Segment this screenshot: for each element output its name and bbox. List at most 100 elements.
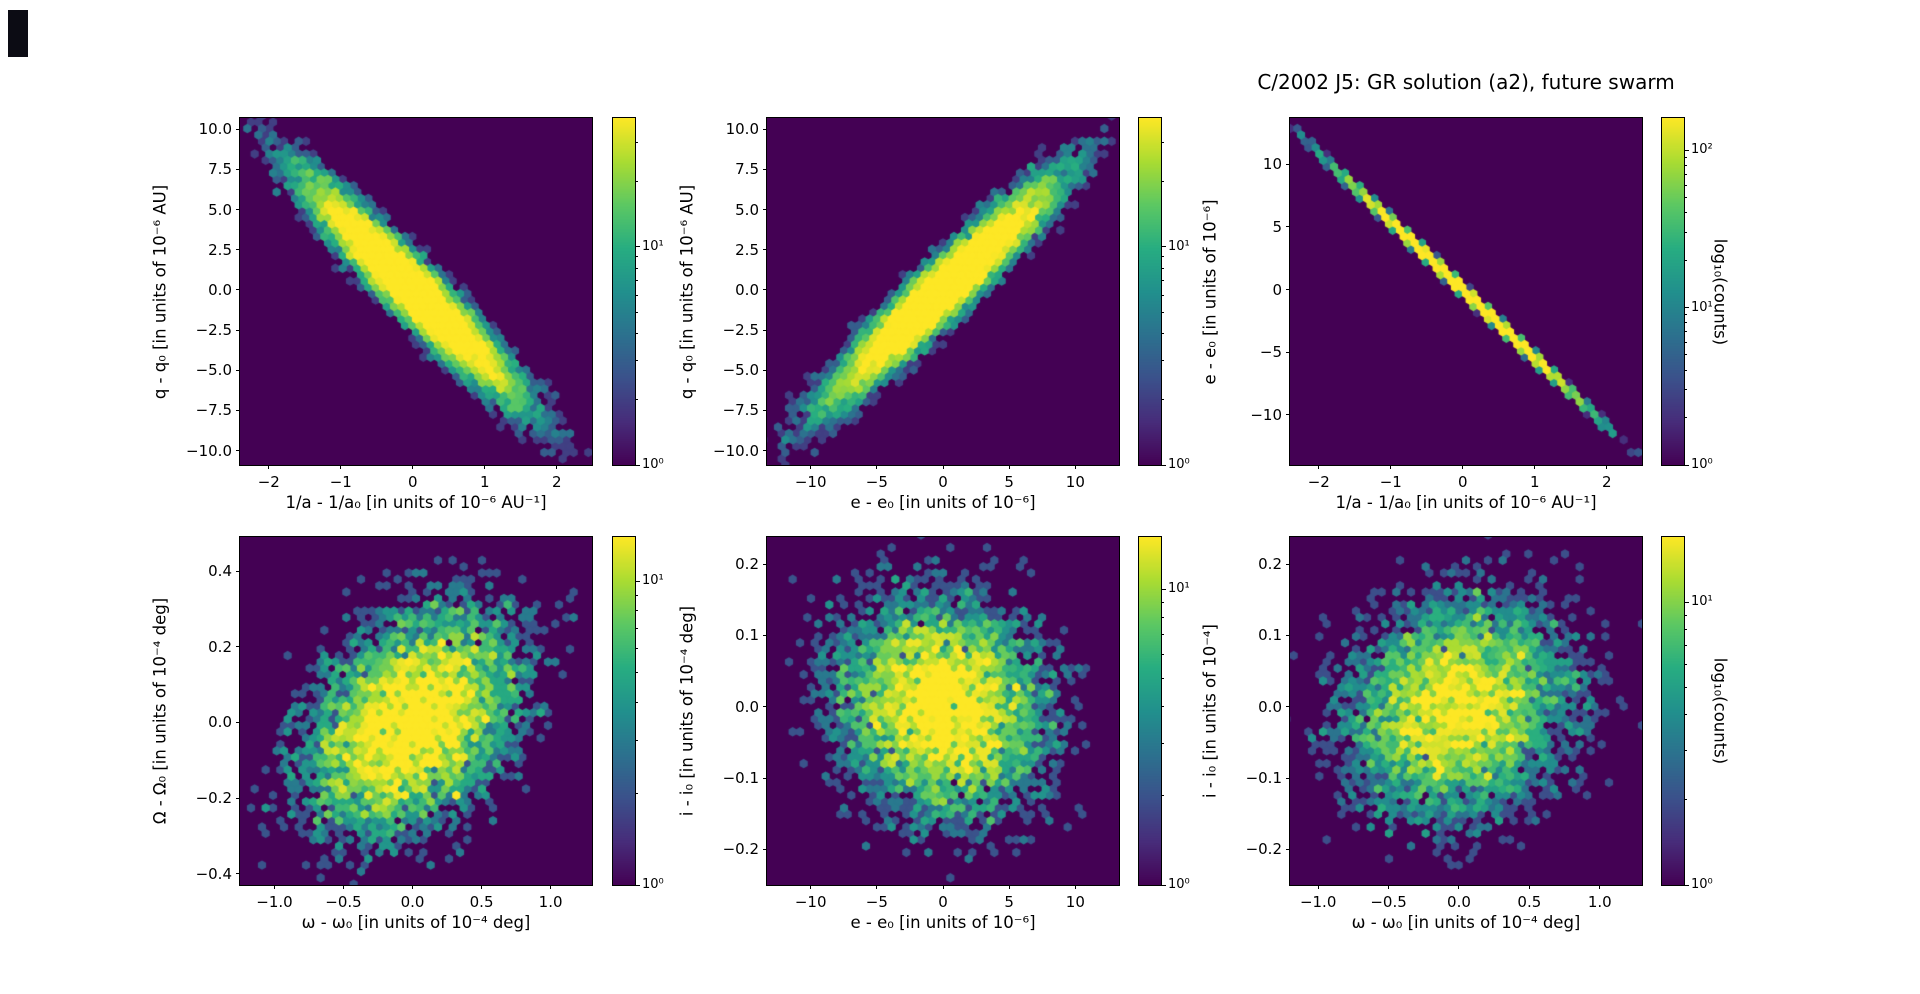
colorbar-minor-tick-mark	[635, 610, 638, 612]
hexbin-plot-Omega_vs_omega	[240, 537, 592, 885]
x-tick-mark	[481, 885, 483, 889]
y-axis-label-q_vs_e: q - q₀ [in units of 10⁻⁶ AU]	[677, 184, 697, 399]
y-tick-label: 10.0	[725, 120, 759, 139]
colorbar-minor-tick-mark	[635, 648, 638, 650]
colorbar-minor-tick-mark	[1684, 341, 1687, 343]
x-tick-label: 2	[1601, 473, 1612, 491]
y-tick-label: −0.2	[195, 789, 232, 807]
x-tick-label: −2	[1307, 473, 1330, 491]
x-tick-mark	[1390, 465, 1392, 469]
y-tick-mark	[763, 369, 767, 371]
y-tick-mark	[236, 570, 240, 572]
y-tick-label: −10.0	[713, 441, 759, 460]
y-tick-mark	[236, 450, 240, 452]
colorbar-minor-tick-mark	[1161, 398, 1164, 400]
x-tick-label: −1	[1379, 473, 1402, 491]
colorbar-minor-tick-mark	[1684, 664, 1687, 666]
x-tick-label: 0	[1457, 473, 1468, 491]
y-tick-mark	[236, 797, 240, 799]
y-tick-mark	[236, 646, 240, 648]
colorbar-minor-tick-mark	[1684, 231, 1687, 233]
x-tick-mark	[412, 465, 414, 469]
y-tick-mark	[236, 168, 240, 170]
y-tick-mark	[763, 168, 767, 170]
y-tick-label: 0.2	[735, 555, 759, 574]
colorbar-minor-tick-mark	[635, 280, 638, 282]
colorbar-minor-tick-mark	[1161, 267, 1164, 269]
x-tick-label: 0.0	[1447, 893, 1471, 911]
y-tick-label: 5	[1272, 217, 1282, 236]
x-axis-label-Omega_vs_omega: ω - ω₀ [in units of 10⁻⁴ deg]	[301, 913, 531, 932]
colorbar-minor-tick-mark	[1684, 331, 1687, 333]
y-tick-mark	[236, 329, 240, 331]
hexbin-plot-i_vs_omega	[1290, 537, 1642, 885]
colorbar-tick-mark	[1684, 464, 1689, 466]
colorbar-minor-tick-mark	[1684, 212, 1687, 214]
colorbar-minor-tick-mark	[1161, 677, 1164, 679]
x-tick-label: −10	[794, 473, 827, 491]
figure-title: C/2002 J5: GR solution (a2), future swar…	[1257, 70, 1675, 94]
colorbar-tick-label: 10¹	[1691, 299, 1713, 315]
colorbar-q_vs_e	[1139, 118, 1161, 465]
colorbar-minor-tick-mark	[635, 672, 638, 674]
y-tick-label: 2.5	[735, 240, 759, 259]
colorbar-minor-tick-mark	[635, 294, 638, 296]
x-tick-mark	[550, 885, 552, 889]
colorbar-minor-tick-mark	[1161, 280, 1164, 282]
colorbar-minor-tick-mark	[1684, 614, 1687, 616]
x-tick-mark	[1462, 465, 1464, 469]
x-tick-label: 0.5	[1517, 893, 1542, 911]
hexbin-plot-q_vs_e	[767, 118, 1119, 465]
colorbar-minor-tick-mark	[1161, 180, 1164, 182]
colorbar-label-e_vs_inva: log₁₀(counts)	[1710, 238, 1730, 345]
y-tick-label: 0.4	[208, 562, 232, 581]
y-tick-label: −0.1	[722, 769, 759, 788]
colorbar-e_vs_inva	[1662, 118, 1684, 465]
colorbar-minor-tick-mark	[1684, 184, 1687, 186]
x-tick-mark	[343, 885, 345, 889]
colorbar-minor-tick-mark	[1684, 369, 1687, 371]
y-tick-label: 10	[1262, 155, 1282, 174]
colorbar-minor-tick-mark	[1684, 714, 1687, 716]
y-tick-mark	[1286, 634, 1290, 636]
colorbar-minor-tick-mark	[1684, 799, 1687, 801]
colorbar-tick-mark	[635, 246, 640, 248]
x-axis-label-q_vs_inva: 1/a - 1/a₀ [in units of 10⁻⁶ AU⁻¹]	[285, 493, 547, 512]
colorbar-tick-label: 10¹	[1168, 581, 1190, 597]
y-axis-label-i_vs_e: i - i₀ [in units of 10⁻⁴ deg]	[677, 605, 697, 817]
y-tick-mark	[1286, 563, 1290, 565]
x-tick-mark	[556, 465, 558, 469]
colorbar-minor-tick-mark	[1684, 314, 1687, 316]
colorbar-minor-tick-mark	[1684, 164, 1687, 166]
x-tick-label: −2	[257, 473, 280, 491]
colorbar-tick-label: 10⁰	[642, 457, 664, 472]
y-tick-mark	[763, 289, 767, 291]
y-tick-mark	[1286, 226, 1290, 228]
plot-frame-i_vs_e	[766, 536, 1120, 886]
colorbar-minor-tick-mark	[635, 627, 638, 629]
y-tick-mark	[1286, 777, 1290, 779]
y-axis-label-q_vs_inva: q - q₀ [in units of 10⁻⁶ AU]	[150, 184, 170, 399]
colorbar-minor-tick-mark	[1161, 294, 1164, 296]
y-tick-label: 7.5	[735, 160, 759, 179]
colorbar-minor-tick-mark	[1161, 602, 1164, 604]
colorbar-minor-tick-mark	[1684, 417, 1687, 419]
colorbar-minor-tick-mark	[1161, 743, 1164, 745]
x-tick-mark	[942, 465, 944, 469]
x-tick-label: 1.0	[538, 893, 563, 911]
screen-edge-artifact	[8, 10, 28, 57]
colorbar-tick-mark	[635, 884, 640, 886]
colorbar-q_vs_inva	[613, 118, 635, 465]
hexbin-plot-i_vs_e	[767, 537, 1119, 885]
x-axis-label-i_vs_omega: ω - ω₀ [in units of 10⁻⁴ deg]	[1351, 913, 1581, 932]
colorbar-minor-tick-mark	[1684, 629, 1687, 631]
colorbar-minor-tick-mark	[1161, 654, 1164, 656]
colorbar-tick-label: 10⁰	[1691, 457, 1713, 472]
x-tick-mark	[1528, 885, 1530, 889]
colorbar-tick-label: 10¹	[1168, 238, 1190, 254]
colorbar-frame-i_vs_omega	[1661, 536, 1685, 886]
colorbar-tick-label: 10²	[1691, 142, 1713, 158]
y-tick-label: 0.1	[735, 626, 759, 645]
y-tick-mark	[1286, 289, 1290, 291]
y-tick-label: 0.0	[208, 280, 232, 299]
